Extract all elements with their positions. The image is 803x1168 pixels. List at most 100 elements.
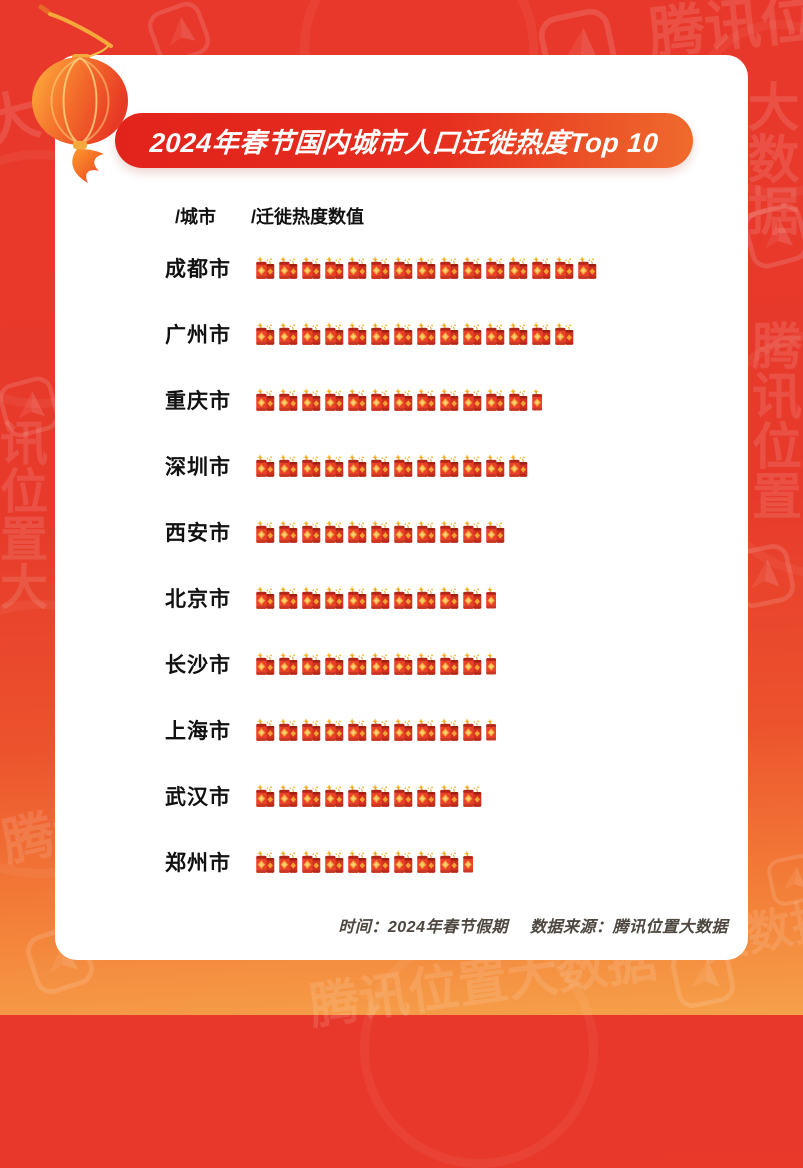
chart-card: 2024年春节国内城市人口迁徙热度Top 10 /城市 /迁徙热度数值 成都市 … [55, 55, 748, 960]
firecracker-icon [485, 519, 506, 545]
firecracker-icon [439, 321, 460, 347]
firecracker-icon [278, 585, 299, 611]
firecracker-icon [554, 255, 575, 281]
table-row: 西安市 [55, 499, 748, 565]
row-icon-bar [255, 321, 577, 347]
firecracker-icon [301, 453, 322, 479]
firecracker-icon [301, 519, 322, 545]
table-row: 北京市 [55, 565, 748, 631]
firecracker-icon [393, 387, 414, 413]
firecracker-icon [278, 453, 299, 479]
firecracker-icon [439, 849, 460, 875]
firecracker-icon [508, 255, 529, 281]
firecracker-icon [324, 783, 345, 809]
chart-rows: 成都市 广州市 重庆市 深圳市 西安市 北京市 长沙市 上海市 武汉市 郑州市 [55, 235, 748, 895]
firecracker-icon [531, 255, 552, 281]
firecracker-icon [255, 783, 276, 809]
footer-time: 时间：2024年春节假期 [338, 919, 508, 936]
firecracker-icon [393, 585, 414, 611]
firecracker-icon [416, 255, 437, 281]
firecracker-icon [278, 783, 299, 809]
watermark-text: 腾讯位置 [745, 320, 801, 520]
tencent-location-logo-icon [763, 850, 803, 909]
firecracker-icon [301, 849, 322, 875]
firecracker-icon [462, 453, 483, 479]
row-icon-bar [255, 255, 600, 281]
firecracker-icon [416, 519, 437, 545]
firecracker-icon [301, 651, 322, 677]
firecracker-icon [278, 387, 299, 413]
firecracker-icon [554, 321, 575, 347]
footer-source: 数据来源：腾讯位置大数据 [529, 919, 728, 936]
firecracker-icon [255, 651, 276, 677]
firecracker-icon [577, 255, 598, 281]
row-icon-bar [255, 651, 498, 677]
firecracker-icon [416, 387, 437, 413]
swirl-pattern [360, 930, 598, 1168]
firecracker-icon [531, 321, 552, 347]
firecracker-icon [255, 717, 276, 743]
firecracker-icon [370, 651, 391, 677]
row-city-label: 武汉市 [165, 786, 231, 809]
firecracker-icon [393, 849, 414, 875]
firecracker-icon [393, 255, 414, 281]
firecracker-half-icon [485, 717, 496, 743]
firecracker-icon [347, 585, 368, 611]
firecracker-icon [370, 717, 391, 743]
firecracker-icon [255, 585, 276, 611]
firecracker-icon [324, 717, 345, 743]
firecracker-icon [416, 717, 437, 743]
firecracker-half-icon [462, 849, 473, 875]
firecracker-icon [508, 387, 529, 413]
firecracker-icon [324, 585, 345, 611]
row-city-label: 成都市 [165, 258, 231, 281]
firecracker-icon [485, 387, 506, 413]
row-icon-bar [255, 519, 508, 545]
firecracker-icon [416, 585, 437, 611]
watermark-text: 讯位置大 [0, 418, 45, 610]
firecracker-icon [439, 387, 460, 413]
firecracker-icon [485, 321, 506, 347]
firecracker-icon [370, 849, 391, 875]
firecracker-icon [347, 387, 368, 413]
firecracker-icon [301, 387, 322, 413]
firecracker-icon [278, 717, 299, 743]
row-icon-bar [255, 453, 531, 479]
firecracker-icon [301, 321, 322, 347]
watermark-text: 大数据 [739, 80, 797, 236]
firecracker-icon [485, 255, 506, 281]
firecracker-icon [324, 387, 345, 413]
firecracker-icon [324, 453, 345, 479]
firecracker-icon [370, 321, 391, 347]
firecracker-icon [324, 651, 345, 677]
firecracker-icon [462, 321, 483, 347]
page-title: 2024年春节国内城市人口迁徙热度Top 10 [148, 128, 660, 158]
firecracker-icon [462, 585, 483, 611]
firecracker-icon [416, 783, 437, 809]
table-row: 郑州市 [55, 829, 748, 895]
row-city-label: 郑州市 [165, 852, 231, 875]
firecracker-icon [278, 255, 299, 281]
firecracker-icon [439, 519, 460, 545]
firecracker-icon [278, 321, 299, 347]
firecracker-icon [393, 783, 414, 809]
row-city-label: 上海市 [165, 720, 231, 743]
firecracker-icon [416, 321, 437, 347]
table-row: 深圳市 [55, 433, 748, 499]
firecracker-icon [255, 387, 276, 413]
row-city-label: 广州市 [165, 324, 231, 347]
firecracker-icon [462, 255, 483, 281]
firecracker-icon [301, 255, 322, 281]
firecracker-icon [416, 651, 437, 677]
firecracker-icon [370, 783, 391, 809]
row-city-label: 西安市 [165, 522, 231, 545]
firecracker-icon [416, 849, 437, 875]
lantern-decoration-icon [32, 4, 128, 183]
firecracker-icon [439, 783, 460, 809]
firecracker-icon [278, 849, 299, 875]
firecracker-icon [347, 849, 368, 875]
firecracker-half-icon [485, 585, 496, 611]
firecracker-icon [439, 255, 460, 281]
firecracker-icon [439, 651, 460, 677]
firecracker-icon [255, 519, 276, 545]
